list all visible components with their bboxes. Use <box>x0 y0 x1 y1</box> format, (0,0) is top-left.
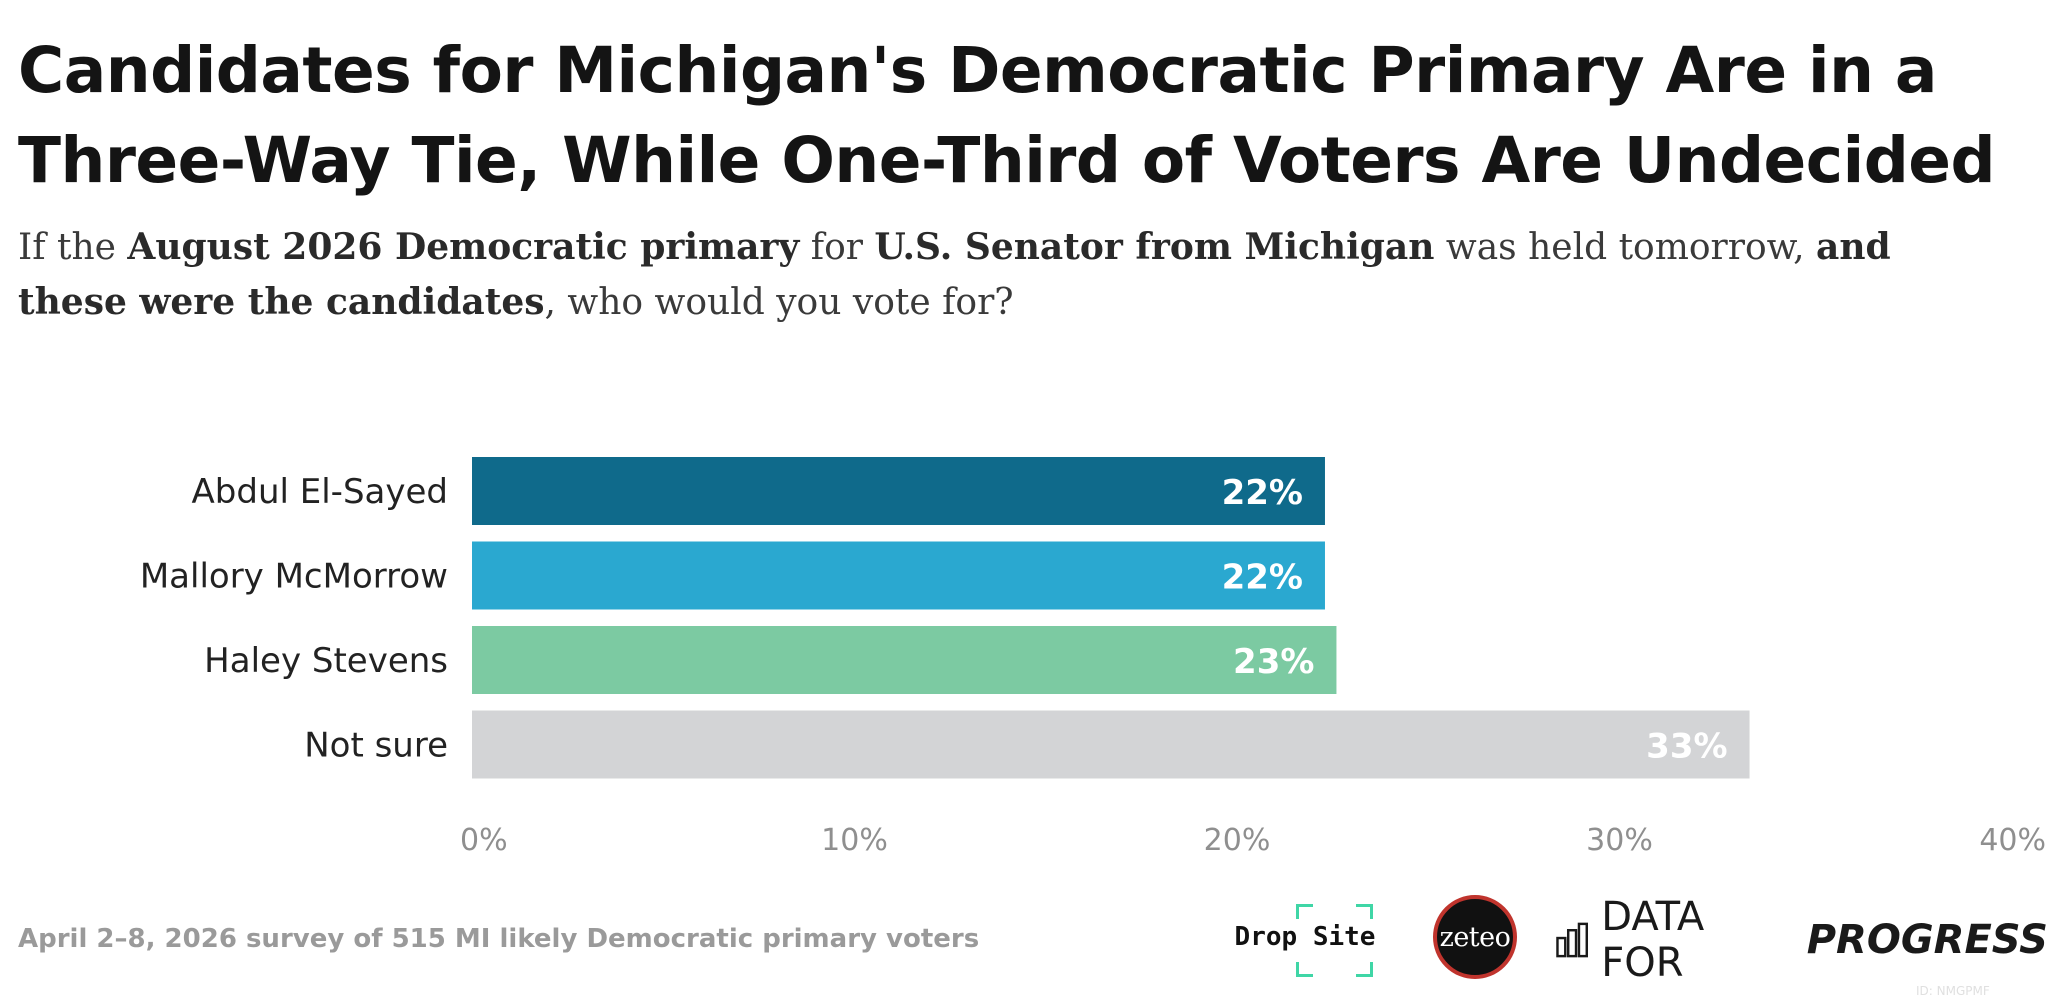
value-label: 23% <box>1233 642 1314 682</box>
value-label: 22% <box>1222 473 1303 513</box>
source-note: April 2–8, 2026 survey of 515 MI likely … <box>18 924 980 954</box>
logo-bracket <box>1356 904 1373 919</box>
chart-id: ID: NMGPMF <box>1916 984 1990 998</box>
bar <box>472 541 1325 610</box>
dfp-logo-text-bold: PROGRESS <box>1806 917 2048 963</box>
logo-bracket <box>1296 904 1313 919</box>
x-tick-label: 30% <box>1586 823 1653 858</box>
subtitle-bold: and these were the candidates <box>18 226 1891 323</box>
x-tick-label: 20% <box>1204 823 1271 858</box>
drop-site-logo: Drop Site <box>1230 902 1390 977</box>
x-tick-label: 0% <box>460 823 508 858</box>
bar-chart-icon <box>1556 922 1588 958</box>
bar <box>472 710 1750 779</box>
subtitle-text: for <box>799 227 875 268</box>
subtitle-bold: August 2026 Democratic primary <box>127 226 800 268</box>
bar-chart: Abdul El-Sayed 22% Mallory McMorrow 22% Hale… <box>140 457 2046 858</box>
logo-bracket <box>1296 962 1313 977</box>
dfp-logo-text: DATA FOR <box>1601 894 1705 986</box>
bar <box>472 457 1325 525</box>
chart-title: Candidates for Michigan's Democratic Pri… <box>18 34 1996 197</box>
bar <box>472 626 1337 694</box>
category-label: Abdul El-Sayed <box>192 472 448 512</box>
subtitle-bold: U.S. Senator from Michigan <box>874 226 1435 268</box>
data-for-progress-logo: DATA FOR PROGRESS <box>1556 894 2048 986</box>
value-label: 22% <box>1222 558 1303 598</box>
category-label: Mallory McMorrow <box>140 557 448 597</box>
drop-site-logo-text: Drop Site <box>1234 922 1376 952</box>
logo-bracket <box>1356 962 1373 977</box>
chart-subtitle: If the August 2026 Democratic primary fo… <box>18 220 2008 330</box>
x-tick-label: 40% <box>1979 823 2046 858</box>
x-tick-label: 10% <box>821 823 888 858</box>
subtitle-text: , who would you vote for? <box>544 282 1014 323</box>
category-label: Not sure <box>304 726 448 766</box>
subtitle-text: If the <box>18 227 128 268</box>
subtitle-text: was held tomorrow, <box>1434 227 1817 268</box>
zeteo-logo-text: zeteo <box>1439 921 1511 953</box>
category-label: Haley Stevens <box>204 641 448 681</box>
value-label: 33% <box>1646 727 1727 767</box>
zeteo-logo: zeteo <box>1433 895 1517 979</box>
